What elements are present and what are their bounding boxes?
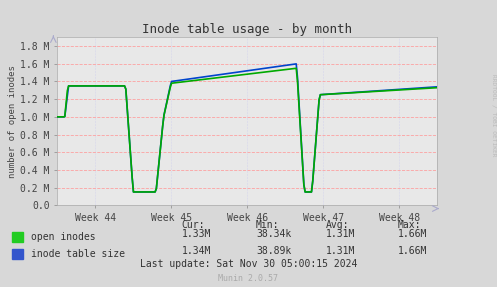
Title: Inode table usage - by month: Inode table usage - by month	[142, 23, 352, 36]
Text: Max:: Max:	[398, 220, 421, 230]
Text: RRDTOOL / TOBI OETIKER: RRDTOOL / TOBI OETIKER	[491, 73, 496, 156]
Text: Avg:: Avg:	[326, 220, 349, 230]
Y-axis label: number of open inodes: number of open inodes	[8, 65, 17, 178]
Text: inode table size: inode table size	[31, 249, 125, 259]
Text: 1.31M: 1.31M	[326, 229, 355, 239]
Text: open inodes: open inodes	[31, 232, 95, 242]
Text: Munin 2.0.57: Munin 2.0.57	[219, 274, 278, 283]
Text: 1.34M: 1.34M	[181, 246, 211, 256]
Text: 38.89k: 38.89k	[256, 246, 291, 256]
Text: 1.33M: 1.33M	[181, 229, 211, 239]
Text: 38.34k: 38.34k	[256, 229, 291, 239]
Text: Min:: Min:	[256, 220, 279, 230]
Text: Last update: Sat Nov 30 05:00:15 2024: Last update: Sat Nov 30 05:00:15 2024	[140, 259, 357, 269]
Text: Cur:: Cur:	[181, 220, 205, 230]
Text: 1.66M: 1.66M	[398, 229, 427, 239]
Text: 1.66M: 1.66M	[398, 246, 427, 256]
Text: 1.31M: 1.31M	[326, 246, 355, 256]
